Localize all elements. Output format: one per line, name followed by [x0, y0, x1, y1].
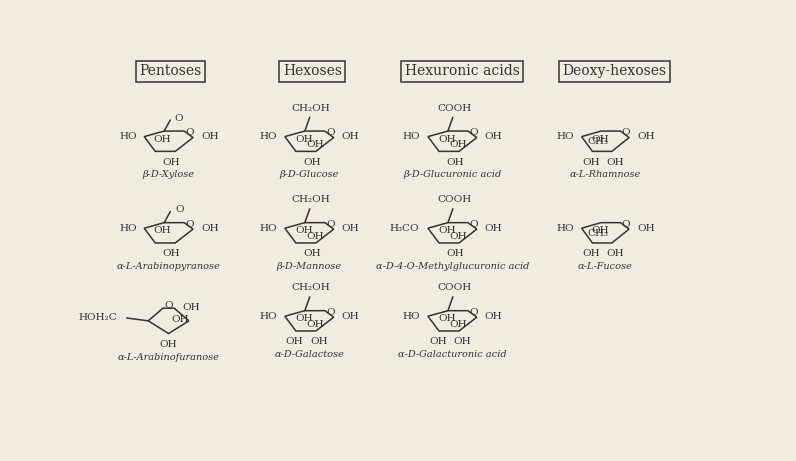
Text: HO: HO: [259, 224, 278, 233]
Text: HO: HO: [403, 312, 420, 321]
Text: α-L-Fucose: α-L-Fucose: [578, 262, 633, 271]
Text: OH: OH: [341, 132, 359, 141]
Text: OH: OH: [439, 135, 456, 143]
Text: O: O: [326, 220, 335, 229]
Text: OH: OH: [485, 312, 502, 320]
Text: HO: HO: [403, 132, 420, 141]
Text: OH: OH: [286, 337, 303, 346]
Text: OH: OH: [591, 135, 609, 143]
Text: OH: OH: [439, 226, 456, 235]
Text: HO: HO: [556, 224, 574, 233]
Text: OH: OH: [303, 249, 321, 258]
Text: O: O: [470, 128, 478, 137]
Text: O: O: [470, 308, 478, 317]
Text: β-D-Xylose: β-D-Xylose: [142, 170, 194, 179]
Text: α-L-Arabinopyranose: α-L-Arabinopyranose: [117, 262, 220, 271]
Text: OH: OH: [310, 337, 328, 346]
Text: HOH₂C: HOH₂C: [79, 313, 117, 323]
Text: OH: OH: [172, 315, 189, 324]
Text: β-D-Glucose: β-D-Glucose: [279, 170, 339, 179]
Text: CH₂OH: CH₂OH: [291, 104, 330, 112]
Text: OH: OH: [182, 302, 200, 312]
Text: O: O: [174, 114, 183, 123]
Text: OH: OH: [447, 249, 464, 258]
Text: α-D-Galacturonic acid: α-D-Galacturonic acid: [398, 350, 507, 359]
Text: OH: OH: [154, 135, 171, 143]
Text: OH: OH: [453, 337, 471, 346]
Text: α-L-Rhamnose: α-L-Rhamnose: [570, 170, 641, 179]
Text: OH: OH: [485, 132, 502, 141]
Text: OH: OH: [341, 312, 359, 320]
Text: OH: OH: [439, 314, 456, 323]
Text: OH: OH: [295, 314, 313, 323]
Text: Hexoses: Hexoses: [283, 64, 341, 78]
Text: OH: OH: [306, 231, 324, 241]
Text: OH: OH: [637, 224, 655, 232]
Text: CH₂OH: CH₂OH: [291, 283, 330, 292]
Text: OH: OH: [450, 319, 467, 329]
Text: HO: HO: [119, 224, 137, 233]
Text: α-L-Arabinofuranose: α-L-Arabinofuranose: [118, 353, 220, 362]
Text: HO: HO: [259, 132, 278, 141]
Text: β-D-Glucuronic acid: β-D-Glucuronic acid: [404, 170, 501, 179]
Text: OH: OH: [429, 337, 447, 346]
Text: O: O: [622, 128, 630, 137]
Text: OH: OH: [303, 158, 321, 167]
Text: COOH: COOH: [438, 283, 472, 292]
Text: OH: OH: [341, 224, 359, 232]
Text: OH: OH: [295, 135, 313, 143]
Text: O: O: [185, 220, 194, 229]
Text: OH: OH: [306, 140, 324, 149]
Text: COOH: COOH: [438, 195, 472, 204]
Text: OH: OH: [163, 158, 181, 167]
Text: α-D-4-O-Methylglucuronic acid: α-D-4-O-Methylglucuronic acid: [376, 262, 529, 271]
Text: OH: OH: [583, 158, 600, 167]
Text: OH: OH: [583, 249, 600, 258]
Text: HO: HO: [556, 132, 574, 141]
Text: OH: OH: [295, 226, 313, 235]
Text: O: O: [326, 128, 335, 137]
Text: HO: HO: [119, 132, 137, 141]
Text: CH₃: CH₃: [587, 229, 608, 238]
Text: Pentoses: Pentoses: [139, 64, 201, 78]
Text: α-D-Galactose: α-D-Galactose: [275, 350, 344, 359]
Text: HO: HO: [259, 312, 278, 321]
Text: COOH: COOH: [438, 104, 472, 112]
Text: OH: OH: [637, 132, 655, 141]
Text: OH: OH: [450, 140, 467, 149]
Text: OH: OH: [447, 158, 464, 167]
Text: Deoxy-hexoses: Deoxy-hexoses: [563, 64, 667, 78]
Text: OH: OH: [163, 249, 181, 258]
Text: O: O: [185, 128, 194, 137]
Text: β-D-Mannose: β-D-Mannose: [277, 262, 341, 271]
Text: OH: OH: [154, 226, 171, 235]
Text: OH: OH: [606, 158, 624, 167]
Text: H₃CO: H₃CO: [390, 224, 419, 233]
Text: CH₂OH: CH₂OH: [291, 195, 330, 204]
Text: OH: OH: [306, 319, 324, 329]
Text: OH: OH: [485, 224, 502, 232]
Text: OH: OH: [201, 224, 219, 232]
Text: OH: OH: [160, 340, 178, 349]
Text: OH: OH: [201, 132, 219, 141]
Text: O: O: [326, 308, 335, 317]
Text: OH: OH: [450, 231, 467, 241]
Text: O: O: [622, 220, 630, 229]
Text: CH₃: CH₃: [587, 137, 608, 147]
Text: OH: OH: [606, 249, 624, 258]
Text: Hexuronic acids: Hexuronic acids: [405, 64, 520, 78]
Text: O: O: [164, 301, 173, 310]
Text: O: O: [470, 220, 478, 229]
Text: O: O: [175, 205, 184, 214]
Text: OH: OH: [591, 226, 609, 235]
